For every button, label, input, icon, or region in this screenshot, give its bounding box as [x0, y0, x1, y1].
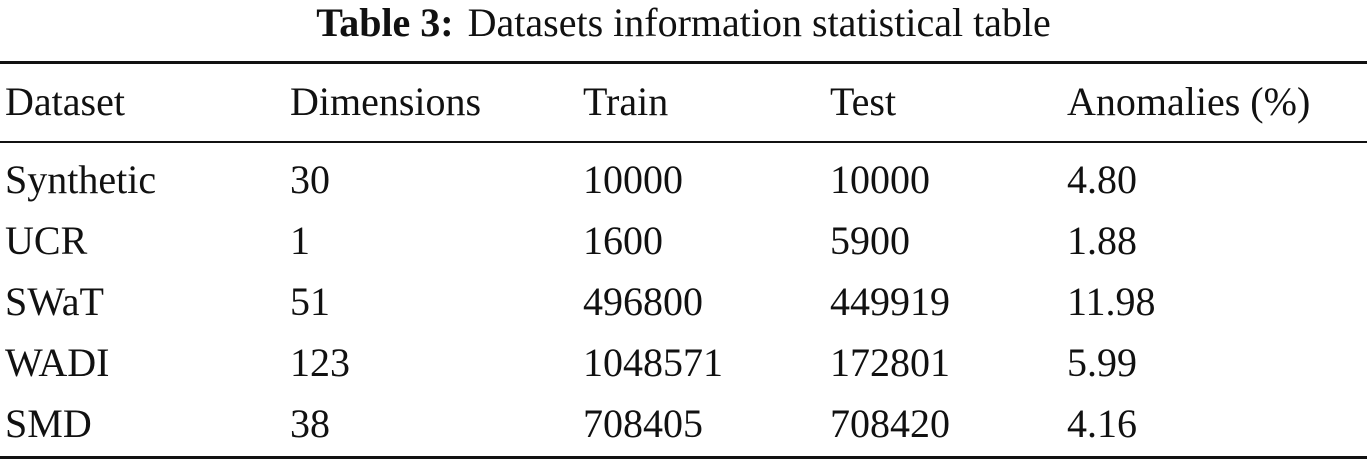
table-cell: SMD	[5, 401, 92, 446]
table-cell: 496800	[583, 279, 703, 324]
table-cell: 51	[290, 279, 330, 324]
table-cell: 10000	[830, 157, 930, 202]
table-cell: Synthetic	[5, 157, 157, 202]
table-cell: 11.98	[1067, 279, 1156, 324]
table-cell: UCR	[5, 218, 88, 263]
table-cell: 1.88	[1067, 218, 1137, 263]
table-cell: 123	[290, 340, 350, 385]
table-cell: 5.99	[1067, 340, 1137, 385]
table-cell: SWaT	[5, 279, 104, 324]
header-cell: Dimensions	[290, 79, 482, 124]
header-cell: Dataset	[5, 79, 125, 124]
table-cell: 1048571	[583, 340, 723, 385]
table-cell: 708420	[830, 401, 950, 446]
table-cell: 10000	[583, 157, 683, 202]
caption-text: Datasets information statistical table	[467, 0, 1051, 45]
header-rule	[0, 141, 1367, 143]
table-cell: 1	[290, 218, 310, 263]
bottom-rule	[0, 456, 1367, 459]
table-cell: 4.16	[1067, 401, 1137, 446]
header-cell: Anomalies (%)	[1067, 79, 1311, 124]
table-cell: 30	[290, 157, 330, 202]
table-cell: 5900	[830, 218, 910, 263]
table-cell: 1600	[583, 218, 663, 263]
table-cell: 449919	[830, 279, 950, 324]
table-cell: 38	[290, 401, 330, 446]
table-cell: 172801	[830, 340, 950, 385]
table-cell: 4.80	[1067, 157, 1137, 202]
table-cell: 708405	[583, 401, 703, 446]
header-cell: Test	[830, 79, 897, 124]
table-cell: WADI	[5, 340, 110, 385]
caption-label: Table 3:	[316, 0, 454, 45]
table-caption: Table 3: Datasets information statistical…	[0, 0, 1367, 46]
header-cell: Train	[583, 79, 669, 124]
top-rule	[0, 61, 1367, 64]
